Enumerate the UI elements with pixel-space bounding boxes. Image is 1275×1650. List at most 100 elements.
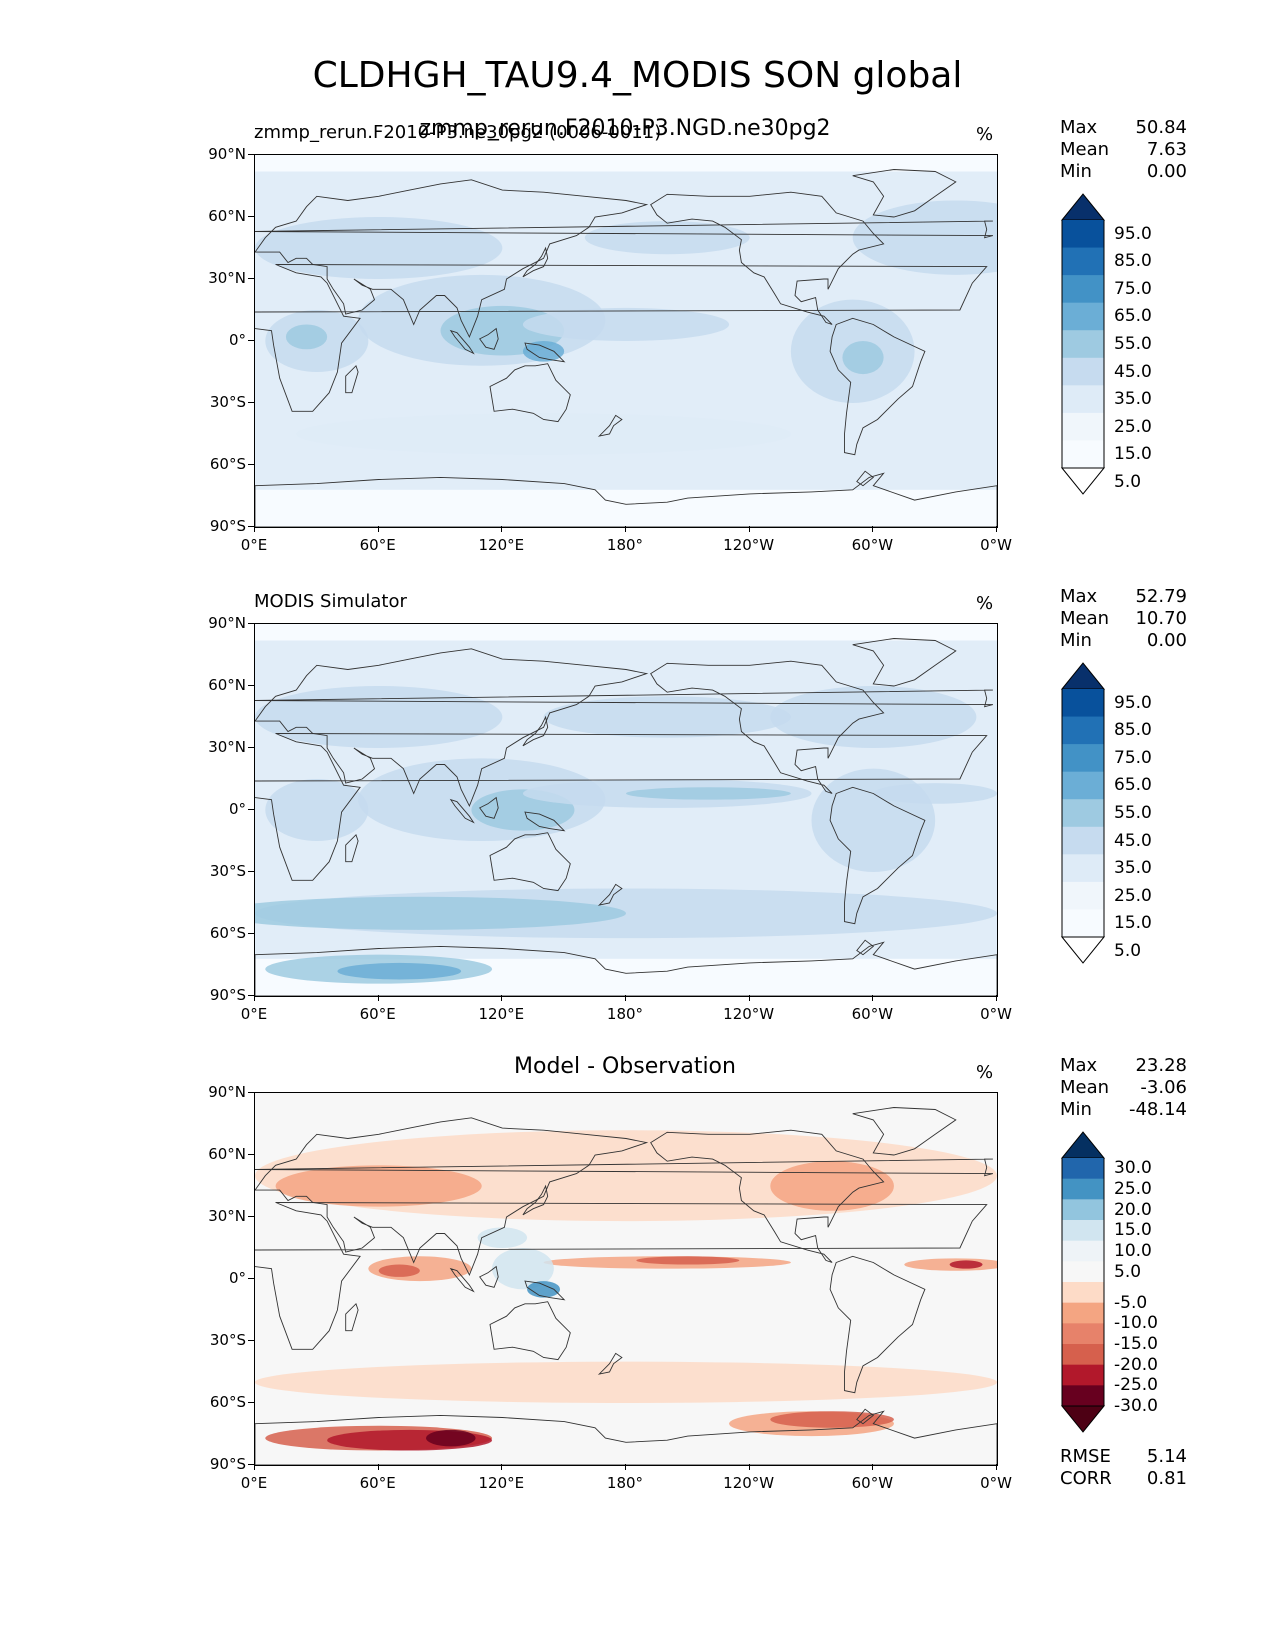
coastline-antarctica [255, 472, 997, 527]
x-tick [254, 995, 255, 1001]
coastline-uk [255, 1158, 994, 1177]
colorbar-segment [1062, 357, 1104, 386]
map-panel [254, 154, 998, 528]
y-tick-label: 0° [228, 331, 246, 349]
coastline-sumatra [449, 1267, 475, 1293]
x-tick-label: 60°E [359, 1474, 396, 1492]
coastline-nz [597, 883, 623, 906]
colorbar-segment [1062, 1364, 1104, 1386]
stat-value: 23.28 [1135, 1055, 1187, 1076]
coastline-antarctic_pen [856, 1408, 875, 1425]
colorbar-tick-label: 75.0 [1114, 747, 1152, 768]
y-tick [248, 1464, 254, 1465]
x-tick-label: 180° [606, 1474, 644, 1492]
x-tick-label: 0°W [980, 1005, 1012, 1023]
y-tick [248, 623, 254, 624]
stat-label: Min [1060, 630, 1092, 651]
colorbar-segment [1062, 744, 1104, 773]
x-tick-label: 0°E [240, 1005, 268, 1023]
coastline-madagascar [345, 833, 359, 863]
field-contour [770, 686, 977, 748]
field-contour [770, 1161, 894, 1211]
colorbar-tick-label: 35.0 [1114, 389, 1152, 410]
y-tick-label: 0° [228, 800, 246, 818]
y-tick-label: 30°N [208, 269, 246, 287]
stat-label: Mean [1060, 139, 1110, 160]
colorbar-segment [1062, 302, 1104, 331]
colorbar-segment [1062, 826, 1104, 855]
coastline-greenland [852, 1107, 957, 1156]
x-tick [872, 526, 874, 532]
colorbar-extend-top [1060, 662, 1106, 690]
field-contour [255, 217, 503, 279]
coastline-australia [489, 832, 571, 892]
colorbar-segment [1062, 799, 1104, 828]
y-tick-label: 30°N [208, 1207, 246, 1225]
stat-label: Mean [1060, 1077, 1110, 1098]
colorbar [1060, 1130, 1106, 1438]
x-tick-label: 120°W [723, 536, 775, 554]
colorbar-tick-label: -15.0 [1114, 1334, 1158, 1354]
coastline-eurasia [255, 648, 649, 808]
colorbar-tick-label: 25.0 [1114, 1179, 1152, 1199]
coastline-greenland [852, 638, 957, 687]
colorbar-segment [1062, 716, 1104, 745]
colorbar-tick-label: 15.0 [1114, 913, 1152, 934]
y-tick [248, 1092, 254, 1093]
colorbar-tick-label: 30.0 [1114, 1158, 1152, 1179]
colorbar-tick-label: 45.0 [1114, 830, 1152, 851]
field-contour [477, 1227, 528, 1248]
stat-label: Max [1060, 586, 1098, 607]
y-tick-label: 60°S [209, 1393, 246, 1411]
stat-label: Mean [1060, 608, 1110, 629]
x-tick [377, 995, 379, 1001]
x-tick [748, 995, 750, 1001]
coastline-nz [597, 1352, 623, 1375]
colorbar-tick-label: 35.0 [1114, 858, 1152, 879]
y-tick-label: 60°S [209, 924, 246, 942]
y-tick-label: 90°S [209, 1455, 246, 1473]
y-tick [248, 464, 254, 465]
colorbar-tick-label: 55.0 [1114, 803, 1152, 823]
x-tick-label: 120°E [478, 1005, 525, 1023]
stat-value: -3.06 [1140, 1077, 1187, 1098]
units-label: % [976, 593, 994, 614]
field-contour [255, 1361, 997, 1403]
x-tick [377, 526, 379, 532]
field-contour [543, 696, 791, 738]
y-tick-label: 90°N [208, 1083, 246, 1101]
colorbar-segment [1062, 1240, 1104, 1262]
units-label: % [976, 1062, 994, 1083]
colorbar-tick-label: 25.0 [1114, 885, 1152, 906]
stat-label: Min [1060, 1099, 1092, 1120]
field-contour [626, 787, 791, 800]
coastline-namerica [650, 1129, 885, 1263]
coastline-japan [522, 715, 549, 747]
colorbar-tick-label: -25.0 [1114, 1375, 1158, 1396]
colorbar-segment [1062, 1220, 1104, 1242]
colorbar-tick-label: 15.0 [1114, 1220, 1152, 1241]
coastline-madagascar [345, 1302, 359, 1332]
coastline-africa [255, 264, 988, 412]
colorbar-tick-label: 5.0 [1114, 471, 1142, 492]
y-tick-label: 0° [228, 1269, 246, 1287]
x-tick-label: 60°W [851, 1005, 894, 1023]
x-tick [501, 526, 503, 532]
x-tick [625, 1464, 626, 1470]
coastline-antarctic_pen [856, 939, 875, 956]
coastline-samerica [829, 786, 926, 925]
metric-value: 5.14 [1146, 1446, 1187, 1467]
colorbar-tick-label: -20.0 [1114, 1354, 1158, 1375]
y-tick-label: 90°S [209, 986, 246, 1004]
x-tick-label: 60°W [851, 536, 894, 554]
coastline-newguinea [524, 811, 566, 832]
stat-value: 52.79 [1135, 586, 1187, 607]
y-tick [248, 526, 254, 527]
coastline-africa [255, 1202, 988, 1350]
colorbar-segment [1062, 275, 1104, 304]
panel-left-title: MODIS Simulator [254, 591, 407, 612]
y-tick-label: 60°N [208, 207, 246, 225]
colorbar-segment [1062, 1158, 1104, 1180]
field-contour [296, 413, 791, 455]
x-tick-label: 120°E [478, 1474, 525, 1492]
